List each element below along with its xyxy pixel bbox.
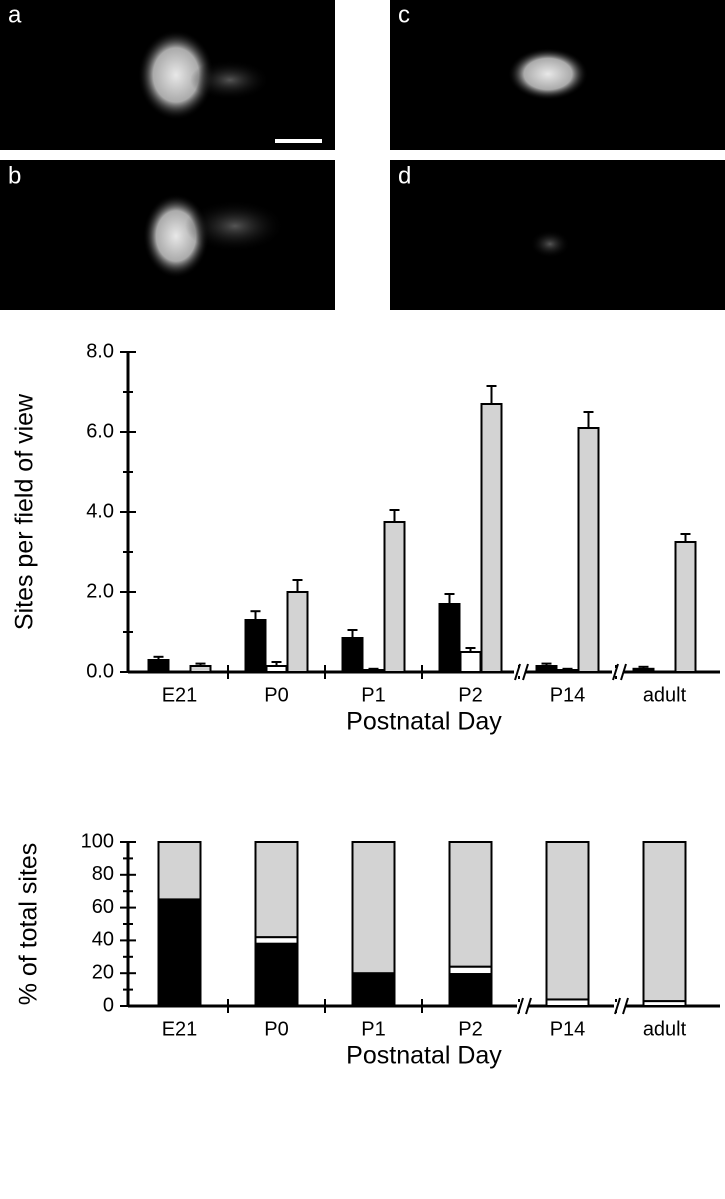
x-tick-label: P2 [458, 684, 482, 706]
bar [438, 603, 461, 673]
axis-break [517, 997, 524, 1015]
x-tick-label: E21 [162, 684, 198, 706]
panel-label: c [398, 1, 410, 28]
bar-segment [157, 841, 202, 901]
axis-break-gap [514, 668, 526, 676]
x-tick-label: P0 [264, 684, 288, 706]
bar [244, 619, 267, 673]
y-tick-label: 8.0 [86, 340, 114, 362]
bar-segment [545, 841, 590, 1001]
axis-break [614, 997, 621, 1015]
axis-break [514, 663, 521, 681]
y-tick-label: 6.0 [86, 420, 114, 442]
panel-label: b [8, 162, 21, 189]
bar-segment [448, 973, 493, 1008]
bar [383, 521, 406, 673]
bar-segment [351, 841, 396, 975]
y-tick-label: 0 [103, 994, 114, 1016]
x-tick-label: adult [643, 1018, 687, 1040]
panel-label: d [398, 162, 411, 189]
blob [190, 60, 270, 100]
x-tick-label: P14 [550, 1018, 586, 1040]
bar [556, 669, 579, 673]
x-tick-label: P14 [550, 684, 586, 706]
x-tick-label: P2 [458, 1018, 482, 1040]
y-axis-title: Sites per field of view [11, 393, 39, 630]
axis-break-gap [612, 668, 624, 676]
y-tick-label: 100 [81, 830, 114, 852]
bar-segment [642, 841, 687, 1003]
axis-break [620, 663, 627, 681]
y-tick-label: 40 [92, 929, 114, 951]
blob [138, 30, 214, 120]
y-tick-label: 4.0 [86, 500, 114, 522]
y-tick-label: 80 [92, 863, 114, 885]
bar-segment [448, 965, 493, 976]
x-tick-label: P1 [361, 1018, 385, 1040]
axis-break [612, 663, 619, 681]
bar [674, 541, 697, 673]
blob [530, 230, 570, 258]
bar [577, 427, 600, 673]
bar [535, 665, 558, 673]
micrographs: a b c d [0, 0, 725, 310]
axis-break-gap [614, 1002, 626, 1010]
axis-break [525, 997, 532, 1015]
bar-segment [254, 841, 299, 939]
y-axis-title: % of total sites [15, 843, 43, 1006]
bar-segment [254, 942, 299, 1007]
bar-segment [448, 841, 493, 968]
x-axis-title: Postnatal Day [346, 708, 502, 736]
bar [459, 651, 482, 673]
bar-segment [157, 898, 202, 1008]
y-tick-label: 2.0 [86, 580, 114, 602]
axis-break [622, 997, 629, 1015]
x-axis-title: Postnatal Day [346, 1042, 502, 1070]
bar [286, 591, 309, 673]
bar [147, 659, 170, 673]
y-tick-label: 60 [92, 896, 114, 918]
bar-segment [351, 973, 396, 1008]
y-tick-label: 20 [92, 961, 114, 983]
bar [480, 403, 503, 673]
bar [341, 637, 364, 673]
bar [265, 665, 288, 673]
y-tick-label: 0.0 [86, 660, 114, 682]
bar [362, 669, 385, 673]
axis-break-gap [517, 1002, 529, 1010]
axis-break [522, 663, 529, 681]
bar [189, 665, 212, 673]
x-tick-label: P0 [264, 1018, 288, 1040]
blob [508, 48, 588, 100]
panel-label: a [8, 1, 22, 28]
bar [632, 667, 655, 673]
blob [185, 200, 285, 252]
x-tick-label: E21 [162, 1018, 198, 1040]
x-tick-label: adult [643, 684, 687, 706]
x-tick-label: P1 [361, 684, 385, 706]
